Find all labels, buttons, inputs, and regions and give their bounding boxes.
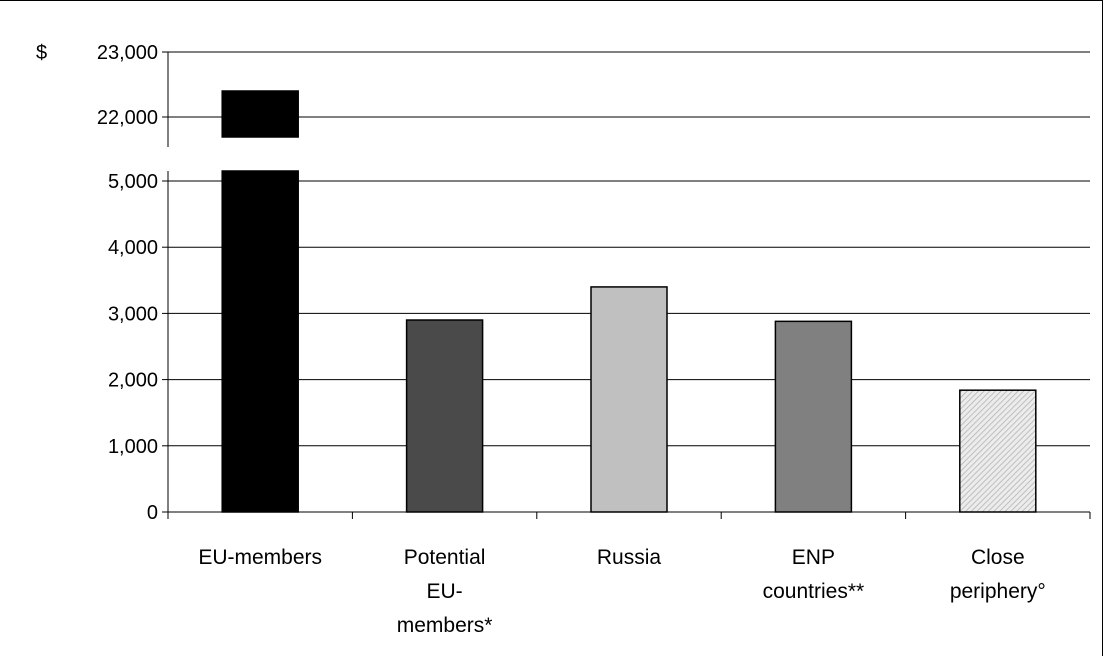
x-category-label: Close periphery° bbox=[950, 546, 1046, 603]
bar-1 bbox=[405, 319, 484, 513]
x-category-label-line: members* bbox=[397, 614, 493, 637]
y-tick-label: 5,000 bbox=[108, 171, 158, 193]
bar-3 bbox=[774, 320, 853, 513]
x-category-label-line: periphery° bbox=[950, 580, 1046, 603]
y-tick-label: 1,000 bbox=[108, 436, 158, 458]
bar-4 bbox=[959, 389, 1037, 513]
y-tick-label: 0 bbox=[147, 502, 158, 524]
x-category-label-line: EU- bbox=[427, 580, 463, 603]
x-category-label: Potential EU-members* bbox=[397, 546, 493, 637]
x-category-label-line: Russia bbox=[597, 546, 662, 569]
x-category-label: ENP countries** bbox=[763, 546, 865, 603]
x-category-label: EU-members bbox=[198, 546, 322, 569]
bar-2 bbox=[590, 286, 668, 513]
y-tick-label: 4,000 bbox=[108, 237, 158, 259]
y-tick-label: 2,000 bbox=[108, 370, 158, 392]
x-category-label-line: Close bbox=[971, 546, 1025, 569]
bar-0-upper bbox=[221, 90, 299, 138]
y-tick-label: 23,000 bbox=[97, 42, 158, 64]
x-category-label: Russia bbox=[597, 546, 662, 569]
y-tick-label: 3,000 bbox=[108, 303, 158, 325]
x-category-label-line: countries** bbox=[763, 580, 865, 603]
x-category-label-line: Potential bbox=[404, 546, 486, 569]
bar-0-lower bbox=[221, 170, 299, 513]
currency-symbol: $ bbox=[36, 42, 47, 64]
y-tick-label: 22,000 bbox=[97, 107, 158, 129]
x-category-label-line: EU-members bbox=[198, 546, 322, 569]
x-category-label-line: ENP bbox=[792, 546, 835, 569]
